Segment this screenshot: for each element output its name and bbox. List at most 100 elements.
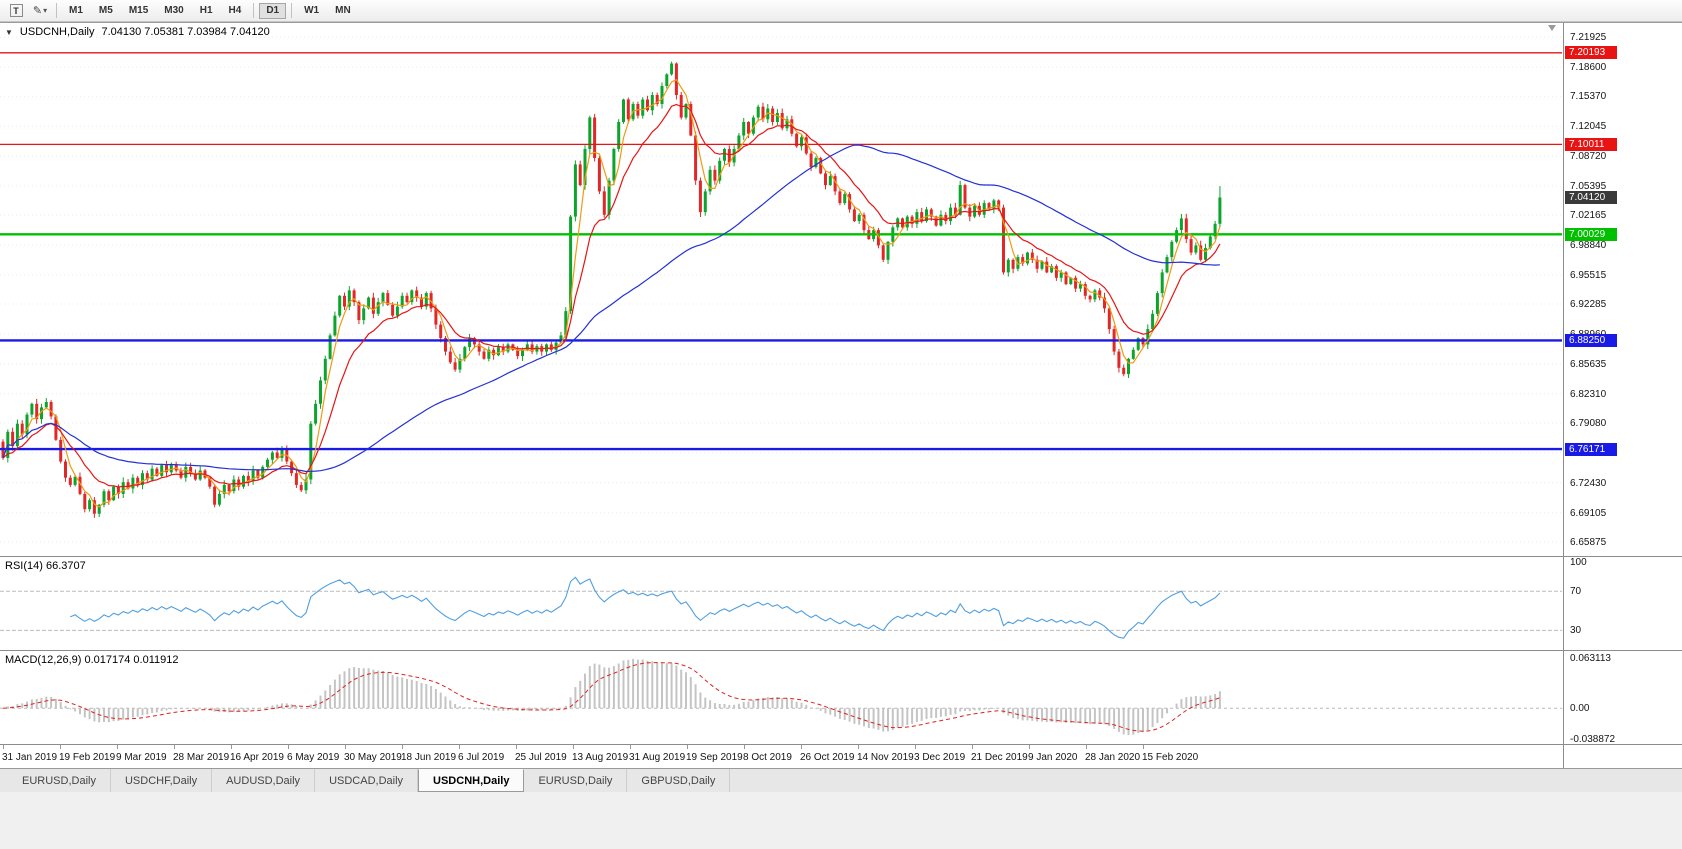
- candle-body: [1160, 272, 1164, 294]
- level-price-badge: 7.10011: [1565, 137, 1617, 151]
- text-tool-button[interactable]: T: [5, 2, 27, 20]
- candle-body: [126, 482, 130, 489]
- rsi-canvas[interactable]: [0, 557, 1562, 650]
- macd-scale[interactable]: 0.063113 0.00 -0.038872: [1563, 651, 1682, 745]
- chart-tab[interactable]: EURUSD,Daily: [524, 769, 628, 792]
- chart-title-row: ▼ USDCNH,Daily 7.04130 7.05381 7.03984 7…: [5, 26, 270, 38]
- rsi-scale[interactable]: 100 70 30: [1563, 557, 1682, 650]
- candle-body: [54, 416, 58, 440]
- candle-body: [169, 464, 173, 473]
- level-price-badge: 7.20193: [1565, 46, 1617, 60]
- candle-body: [727, 149, 731, 163]
- candle-body: [1131, 349, 1135, 359]
- candle-body: [1040, 261, 1044, 269]
- chart-tab[interactable]: AUDUSD,Daily: [212, 769, 316, 792]
- time-axis-label: 6 May 2019: [287, 752, 340, 763]
- price-tick-label: 7.21925: [1570, 32, 1607, 44]
- candle-body: [64, 461, 67, 478]
- candle-body: [319, 380, 322, 404]
- price-chart-canvas[interactable]: [0, 23, 1562, 556]
- candle-body: [569, 216, 573, 312]
- candle-body: [1054, 266, 1058, 278]
- candle-body: [881, 245, 885, 260]
- candle-body: [145, 473, 149, 480]
- macd-panel[interactable]: MACD(12,26,9) 0.017174 0.011912 0.063113…: [0, 651, 1682, 745]
- toolbar-separator: [291, 3, 293, 18]
- chart-tab[interactable]: USDCAD,Daily: [315, 769, 419, 792]
- candle-body: [785, 119, 789, 129]
- candle-body: [1184, 218, 1188, 240]
- candle-body: [804, 137, 808, 154]
- chart-window[interactable]: ▼ USDCNH,Daily 7.04130 7.05381 7.03984 7…: [0, 22, 1682, 769]
- candle-body: [828, 176, 832, 186]
- level-price-badge: 7.00029: [1565, 227, 1617, 241]
- time-tick: [1143, 745, 1144, 749]
- candle-body: [775, 113, 779, 122]
- candle-body: [174, 464, 178, 471]
- candle-body: [362, 308, 366, 321]
- time-axis[interactable]: 31 Jan 2019 19 Feb 2019 9 Mar 2019 28 Mar 2…: [0, 745, 1682, 769]
- candle-body: [646, 99, 649, 111]
- time-tick: [3, 745, 4, 749]
- rsi-panel[interactable]: RSI(14) 66.3707 100 70 30: [0, 557, 1682, 651]
- candle-body: [155, 468, 159, 476]
- candle-body: [1218, 197, 1222, 224]
- candle-body: [578, 164, 582, 186]
- chart-tab[interactable]: EURUSD,Daily: [8, 769, 111, 792]
- candle-body: [477, 344, 481, 352]
- price-tick-label: 7.08720: [1570, 151, 1607, 163]
- price-tick-label: 6.98840: [1570, 240, 1607, 252]
- chart-tab[interactable]: USDCHF,Daily: [111, 769, 213, 792]
- chart-shift-marker[interactable]: [1548, 25, 1556, 31]
- candle-body: [381, 293, 385, 303]
- candle-body: [660, 86, 664, 104]
- timeframe-button-h1[interactable]: H1: [199, 5, 213, 16]
- horizontal-levels[interactable]: [0, 52, 1562, 451]
- timeframe-button-w1[interactable]: W1: [304, 5, 320, 16]
- symbol-dropdown-icon[interactable]: ▼: [5, 27, 13, 37]
- draw-tool-button[interactable]: ✎ ▾: [29, 2, 51, 20]
- timeframe-button-m1[interactable]: M1: [69, 5, 83, 16]
- time-tick: [915, 745, 916, 749]
- chart-ohlc-values: 7.04130 7.05381 7.03984 7.04120: [101, 26, 270, 38]
- candle-body: [602, 191, 606, 215]
- candle-body: [756, 106, 760, 118]
- candle-body: [612, 149, 616, 181]
- candle-body: [939, 214, 943, 226]
- rsi-tick-label: 30: [1570, 625, 1582, 637]
- candle-body: [25, 414, 29, 435]
- timeframe-button-m30[interactable]: M30: [164, 5, 184, 16]
- price-scale[interactable]: 7.21925 7.18600 7.15370 7.12045 7.08720 7.053…: [1563, 23, 1682, 556]
- chart-tab[interactable]: USDCNH,Daily: [418, 769, 525, 792]
- candle-body: [35, 403, 39, 420]
- timeframe-button-mn[interactable]: MN: [335, 5, 351, 16]
- candle-body: [232, 479, 236, 492]
- candle-body: [953, 207, 957, 215]
- candle-body: [1059, 272, 1063, 278]
- candle-body: [1199, 245, 1203, 260]
- candle-body: [424, 293, 428, 307]
- candle-body: [1107, 308, 1111, 330]
- timeframe-button-m5[interactable]: M5: [98, 5, 113, 16]
- price-chart-panel[interactable]: ▼ USDCNH,Daily 7.04130 7.05381 7.03984 7…: [0, 23, 1682, 557]
- candle-body: [857, 214, 861, 222]
- candle-body: [275, 452, 279, 458]
- time-axis-label: 31 Jan 2019: [2, 752, 58, 763]
- time-tick: [345, 745, 346, 749]
- macd-canvas[interactable]: [0, 651, 1562, 744]
- candle-body: [703, 191, 707, 213]
- candle-body: [193, 473, 197, 480]
- candle-body: [1093, 290, 1097, 300]
- candle-body: [1194, 245, 1198, 253]
- candle-body: [737, 135, 741, 149]
- timeframe-button-m15[interactable]: M15: [128, 5, 149, 16]
- time-axis-label: 6 Jul 2019: [458, 752, 505, 763]
- candle-body: [367, 297, 371, 309]
- candle-body: [588, 117, 592, 149]
- rsi-tick-label: 100: [1570, 557, 1587, 568]
- candle-body: [1078, 284, 1082, 289]
- timeframe-button-h4[interactable]: H4: [228, 5, 242, 16]
- time-tick: [117, 745, 118, 749]
- chart-tab[interactable]: GBPUSD,Daily: [627, 769, 731, 792]
- timeframe-button-d1[interactable]: D1: [259, 2, 287, 19]
